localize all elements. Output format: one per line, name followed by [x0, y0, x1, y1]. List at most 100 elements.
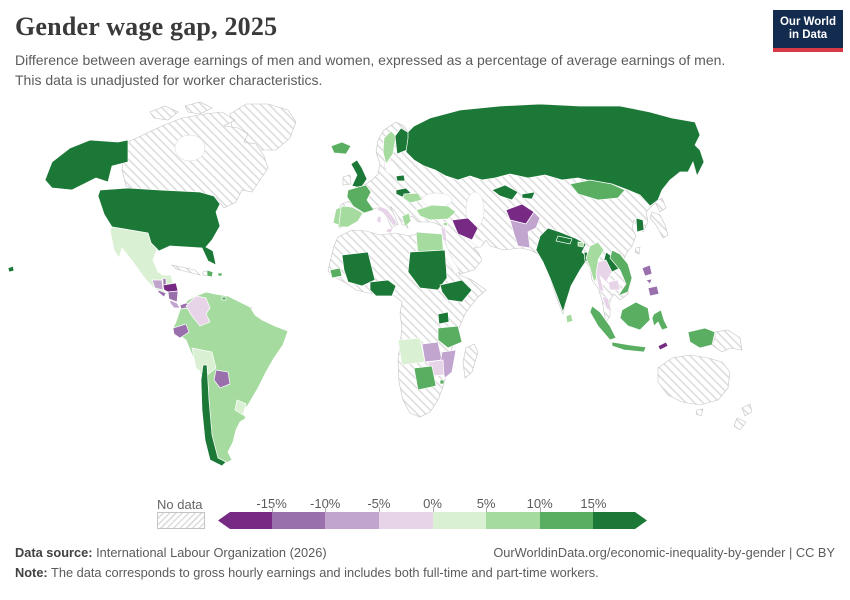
country-madagascar[interactable] — [462, 343, 479, 379]
country-russia[interactable] — [405, 103, 705, 207]
country-new-zealand-south[interactable] — [733, 417, 747, 431]
country-angola[interactable] — [397, 337, 426, 366]
country-cuba[interactable] — [171, 264, 201, 276]
country-costa-rica[interactable] — [169, 299, 181, 309]
country-philippines-mindanao[interactable] — [647, 285, 660, 297]
legend-bin-0[interactable] — [218, 512, 272, 529]
legend-tick-mark — [271, 507, 273, 512]
legend-bin-4[interactable] — [433, 512, 487, 529]
country-timor-leste[interactable] — [657, 341, 669, 351]
country-philippines-visayas[interactable] — [645, 278, 653, 285]
country-new-zealand-north[interactable] — [741, 403, 753, 417]
country-mali[interactable] — [341, 251, 376, 287]
baltic-sea — [383, 159, 403, 179]
country-philippines-luzon[interactable] — [641, 264, 653, 277]
country-eswatini[interactable] — [439, 379, 445, 385]
country-sri-lanka[interactable] — [565, 313, 574, 324]
country-vietnam[interactable] — [609, 249, 633, 297]
country-taiwan[interactable] — [634, 246, 641, 255]
map-legend: No data -15% -10% -5% 0% 5% 10% 15% — [0, 495, 850, 535]
country-australia[interactable] — [657, 354, 731, 406]
country-japan-honshu[interactable] — [649, 211, 669, 239]
chart-footer: Data source: International Labour Organi… — [15, 545, 835, 580]
legend-bin-7[interactable] — [593, 512, 647, 529]
country-nepal[interactable] — [555, 235, 573, 245]
country-indonesia-java[interactable] — [611, 341, 647, 353]
country-dominican-republic[interactable] — [206, 269, 214, 278]
country-bhutan[interactable] — [577, 241, 585, 248]
country-italy-sicily[interactable] — [385, 227, 394, 234]
country-mongolia[interactable] — [569, 179, 626, 201]
country-thailand[interactable] — [595, 259, 613, 293]
country-italy[interactable] — [376, 205, 398, 228]
country-bolivia[interactable] — [191, 347, 217, 377]
legend-tick-mark — [325, 507, 327, 512]
legend-bin-6[interactable] — [540, 512, 594, 529]
country-paraguay[interactable] — [213, 369, 231, 389]
country-cyprus[interactable] — [442, 221, 449, 227]
no-data-swatch[interactable] — [157, 512, 205, 529]
country-malaysia-peninsula[interactable] — [601, 295, 613, 313]
country-iceland[interactable] — [330, 141, 352, 155]
owid-logo-line1: Our World — [779, 15, 836, 28]
country-turkey[interactable] — [415, 204, 457, 221]
legend-bin-3[interactable] — [379, 512, 433, 529]
country-haiti[interactable] — [202, 270, 208, 277]
country-south-korea[interactable] — [635, 217, 645, 233]
world-map — [0, 100, 850, 495]
country-colombia[interactable] — [185, 295, 211, 327]
country-australia-tasmania[interactable] — [695, 408, 704, 417]
country-guatemala[interactable] — [151, 279, 164, 291]
country-honduras[interactable] — [162, 282, 179, 293]
country-india[interactable] — [535, 227, 589, 314]
country-cambodia[interactable] — [607, 279, 621, 291]
legend-bin-5[interactable] — [486, 512, 540, 529]
country-indonesia-papua[interactable] — [687, 327, 716, 349]
country-japan-hokkaido[interactable] — [654, 197, 667, 213]
country-italy-sardinia[interactable] — [376, 215, 382, 224]
country-romania[interactable] — [402, 192, 423, 204]
country-lithuania[interactable] — [395, 174, 406, 182]
arctic-island-1[interactable] — [149, 105, 179, 121]
legend-bin-1[interactable] — [272, 512, 326, 529]
country-greece[interactable] — [401, 212, 412, 228]
country-uzbekistan[interactable] — [491, 184, 519, 201]
country-usa-hawaii[interactable] — [7, 265, 15, 273]
country-usa-alaska[interactable] — [44, 139, 129, 191]
owid-url-link[interactable]: OurWorldinData.org/economic-inequality-b… — [493, 545, 835, 560]
country-el-salvador[interactable] — [157, 289, 167, 298]
legend-tick-label: 10% — [526, 496, 553, 511]
island-borneo[interactable] — [619, 301, 651, 331]
legend-bin-2[interactable] — [325, 512, 379, 529]
country-zambia[interactable] — [421, 341, 443, 363]
country-sudan[interactable] — [407, 249, 448, 291]
country-uruguay[interactable] — [234, 399, 247, 416]
country-tanzania[interactable] — [437, 325, 463, 349]
country-france[interactable] — [346, 184, 375, 214]
country-pakistan[interactable] — [509, 211, 541, 249]
country-puerto-rico[interactable] — [217, 272, 223, 277]
country-trinidad[interactable] — [221, 296, 227, 301]
country-ireland[interactable] — [342, 174, 352, 186]
country-portugal[interactable] — [332, 206, 342, 226]
arctic-island-2[interactable] — [184, 101, 213, 115]
country-nigeria[interactable] — [369, 279, 397, 297]
country-iraq[interactable] — [451, 217, 479, 241]
owid-logo[interactable]: Our World in Data — [773, 10, 843, 48]
country-botswana[interactable] — [413, 365, 437, 391]
country-kyrgyzstan[interactable] — [521, 191, 536, 200]
country-papua-new-guinea[interactable] — [711, 329, 743, 353]
no-data-label: No data — [157, 497, 203, 512]
country-ecuador[interactable] — [172, 323, 190, 339]
country-indonesia-sumatra[interactable] — [589, 305, 617, 341]
country-uganda[interactable] — [437, 311, 450, 325]
country-nicaragua[interactable] — [167, 290, 179, 303]
country-sweden[interactable] — [382, 130, 397, 165]
country-indonesia-sulawesi[interactable] — [651, 309, 669, 331]
country-chile[interactable] — [200, 364, 227, 467]
country-senegal[interactable] — [329, 267, 343, 279]
continent-south-america-base[interactable] — [171, 291, 289, 466]
country-united-kingdom[interactable] — [350, 159, 368, 189]
country-ethiopia[interactable] — [439, 279, 473, 303]
legend-tick-label: -10% — [310, 496, 341, 511]
